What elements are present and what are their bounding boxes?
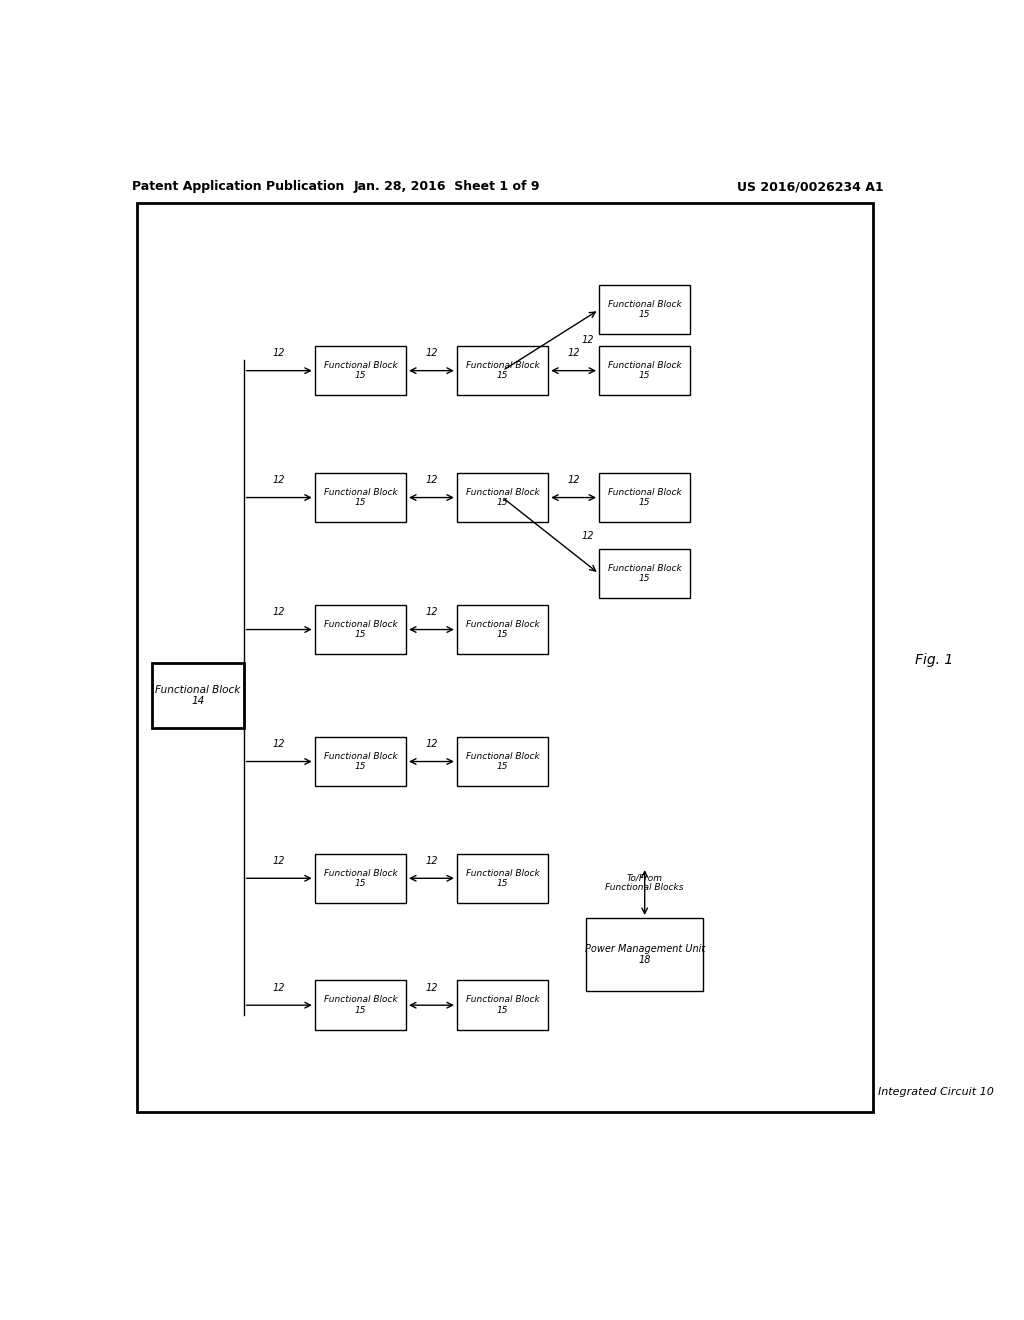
Text: Functional Block
15: Functional Block 15 [324,488,397,507]
Text: 12: 12 [567,475,580,486]
Text: Patent Application Publication: Patent Application Publication [132,181,344,194]
Text: Functional Block
15: Functional Block 15 [608,488,682,507]
FancyBboxPatch shape [314,737,407,787]
FancyBboxPatch shape [457,737,548,787]
FancyBboxPatch shape [314,605,407,655]
FancyBboxPatch shape [137,203,873,1111]
Text: Functional Block
15: Functional Block 15 [324,995,397,1015]
Text: 12: 12 [273,348,286,359]
Text: 12: 12 [582,335,594,346]
FancyBboxPatch shape [314,346,407,396]
FancyBboxPatch shape [314,473,407,523]
Text: Fig. 1: Fig. 1 [914,653,953,667]
Text: 12: 12 [582,531,594,541]
Text: Power Management Unit
18: Power Management Unit 18 [585,944,705,965]
FancyBboxPatch shape [457,473,548,523]
Text: Functional Block
15: Functional Block 15 [608,360,682,380]
FancyBboxPatch shape [457,981,548,1030]
FancyBboxPatch shape [457,854,548,903]
Text: Functional Block
15: Functional Block 15 [466,488,540,507]
Text: To/From
Functional Blocks: To/From Functional Blocks [605,873,684,892]
Text: Jan. 28, 2016  Sheet 1 of 9: Jan. 28, 2016 Sheet 1 of 9 [353,181,540,194]
FancyBboxPatch shape [457,346,548,396]
Text: Functional Block
15: Functional Block 15 [324,360,397,380]
FancyBboxPatch shape [599,473,690,523]
Text: 12: 12 [273,983,286,993]
FancyBboxPatch shape [599,285,690,334]
Text: Functional Block
15: Functional Block 15 [608,300,682,319]
FancyBboxPatch shape [153,663,244,727]
FancyBboxPatch shape [599,346,690,396]
Text: 12: 12 [273,857,286,866]
Text: Functional Block
15: Functional Block 15 [466,752,540,771]
Text: Integrated Circuit 10: Integrated Circuit 10 [879,1086,994,1097]
Text: Functional Block
15: Functional Block 15 [324,620,397,639]
Text: 12: 12 [425,475,437,486]
Text: 12: 12 [273,607,286,618]
Text: Functional Block
14: Functional Block 14 [156,685,241,706]
Text: Functional Block
15: Functional Block 15 [324,752,397,771]
FancyBboxPatch shape [457,605,548,655]
FancyBboxPatch shape [599,549,690,598]
Text: 12: 12 [273,475,286,486]
Text: Functional Block
15: Functional Block 15 [466,995,540,1015]
Text: 12: 12 [425,857,437,866]
FancyBboxPatch shape [314,854,407,903]
Text: 12: 12 [273,739,286,750]
Text: 12: 12 [425,607,437,618]
Text: 12: 12 [425,348,437,359]
FancyBboxPatch shape [587,917,703,991]
Text: Functional Block
15: Functional Block 15 [324,869,397,888]
Text: 12: 12 [425,739,437,750]
Text: Functional Block
15: Functional Block 15 [466,869,540,888]
Text: 12: 12 [567,348,580,359]
Text: Functional Block
15: Functional Block 15 [466,360,540,380]
Text: Functional Block
15: Functional Block 15 [466,620,540,639]
Text: 12: 12 [425,983,437,993]
Text: Functional Block
15: Functional Block 15 [608,564,682,583]
Text: US 2016/0026234 A1: US 2016/0026234 A1 [736,181,884,194]
FancyBboxPatch shape [314,981,407,1030]
